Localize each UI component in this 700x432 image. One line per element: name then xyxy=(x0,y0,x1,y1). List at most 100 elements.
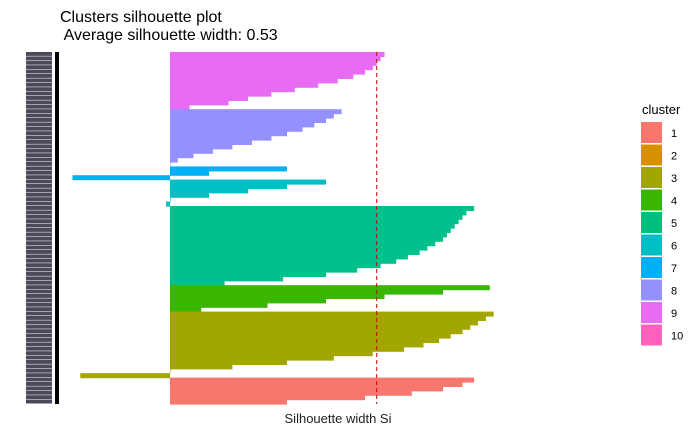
observation-tick xyxy=(26,140,52,144)
observation-tick xyxy=(26,346,52,351)
legend-title: cluster xyxy=(642,102,681,117)
cluster-9-silhouette xyxy=(170,52,385,110)
silhouette-bar xyxy=(170,324,471,330)
observation-tick xyxy=(26,355,52,360)
silhouette-bar xyxy=(170,192,209,198)
observation-tick xyxy=(26,188,52,193)
silhouette-bar xyxy=(170,91,272,97)
observation-tick xyxy=(26,316,52,320)
silhouette-bar xyxy=(170,148,213,154)
silhouette-bar xyxy=(170,166,287,172)
legend-swatch xyxy=(641,144,662,166)
silhouette-bar xyxy=(170,223,455,229)
silhouette-bar xyxy=(170,285,490,291)
observation-tick xyxy=(26,162,52,166)
legend-swatch xyxy=(641,324,662,346)
observation-tick xyxy=(26,210,52,215)
observation-tick xyxy=(26,311,52,316)
silhouette-bar xyxy=(170,399,287,405)
observation-tick xyxy=(26,390,52,395)
legend-label: 2 xyxy=(671,151,677,163)
observation-tick xyxy=(26,399,52,404)
observation-tick xyxy=(26,170,52,175)
observation-tick xyxy=(26,52,52,56)
observation-tick xyxy=(26,272,52,276)
legend-swatch xyxy=(641,167,662,188)
silhouette-bar xyxy=(80,373,170,379)
legend-item-1: 1 xyxy=(641,122,677,143)
observation-tick xyxy=(26,368,52,373)
legend-item-3: 3 xyxy=(641,167,677,188)
observation-tick xyxy=(26,214,52,219)
observation-tick xyxy=(26,351,52,356)
silhouette-bar xyxy=(170,179,326,185)
silhouette-bar xyxy=(170,254,408,260)
legend-item-8: 8 xyxy=(641,279,677,301)
observation-tick xyxy=(26,263,52,268)
observation-tick xyxy=(26,386,52,391)
observation-tick xyxy=(26,258,52,263)
legend-item-5: 5 xyxy=(641,212,677,233)
observation-tick xyxy=(26,245,52,250)
silhouette-bar xyxy=(170,280,225,286)
observation-tick xyxy=(26,241,52,246)
silhouette-bar xyxy=(170,228,451,233)
cluster-6-silhouette xyxy=(166,179,326,207)
observation-tick xyxy=(26,289,52,294)
legend-swatch xyxy=(641,234,662,256)
silhouette-bar xyxy=(170,144,233,150)
silhouette-bar xyxy=(170,206,475,211)
silhouette-areas xyxy=(72,52,494,405)
silhouette-bar xyxy=(170,126,303,132)
observation-tick xyxy=(26,82,52,87)
observation-tick xyxy=(26,276,52,281)
observation-tick xyxy=(26,254,52,259)
observation-tick xyxy=(26,148,52,153)
chart-title: Clusters silhouette plot xyxy=(60,9,222,26)
observation-tick xyxy=(26,342,52,347)
legend-item-6: 6 xyxy=(641,234,677,256)
silhouette-bar xyxy=(170,232,447,238)
observation-tick xyxy=(26,153,52,158)
silhouette-bar xyxy=(170,118,326,123)
observation-tick xyxy=(26,175,52,180)
silhouette-bar xyxy=(170,258,397,264)
observation-tick xyxy=(26,219,52,224)
observation-tick xyxy=(26,65,52,70)
silhouette-bar xyxy=(170,210,467,216)
observation-tick xyxy=(26,377,52,382)
silhouette-bar xyxy=(170,82,319,88)
silhouette-bar xyxy=(170,338,440,343)
observation-tick xyxy=(26,157,52,162)
silhouette-bar xyxy=(170,100,229,106)
silhouette-bar xyxy=(170,241,436,247)
legend-label: 7 xyxy=(671,263,677,275)
silhouette-bar xyxy=(170,140,252,145)
observation-tick xyxy=(26,280,52,285)
observation-tick xyxy=(26,184,52,188)
silhouette-bar xyxy=(170,298,326,304)
observation-tick xyxy=(26,87,52,92)
silhouette-bar xyxy=(170,74,354,79)
observation-tick xyxy=(26,122,52,127)
legend-item-2: 2 xyxy=(641,144,677,166)
silhouette-bar xyxy=(170,382,463,387)
silhouette-bar xyxy=(170,368,171,374)
silhouette-bar xyxy=(170,289,443,295)
observation-tick xyxy=(26,338,52,342)
observation-tick xyxy=(26,307,52,312)
cluster-4-silhouette xyxy=(170,285,490,313)
y-axis-tick-marks xyxy=(26,52,52,404)
silhouette-bar xyxy=(170,355,334,361)
observation-tick xyxy=(26,118,52,122)
observation-tick xyxy=(26,113,52,118)
observation-tick xyxy=(26,192,52,197)
observation-tick xyxy=(26,166,52,171)
silhouette-bar xyxy=(170,276,284,282)
silhouette-bar xyxy=(170,78,338,84)
observation-tick xyxy=(26,285,52,290)
observation-tick xyxy=(26,179,52,184)
silhouette-bar xyxy=(170,390,412,396)
observation-tick xyxy=(26,91,52,96)
silhouette-bar xyxy=(170,131,287,137)
